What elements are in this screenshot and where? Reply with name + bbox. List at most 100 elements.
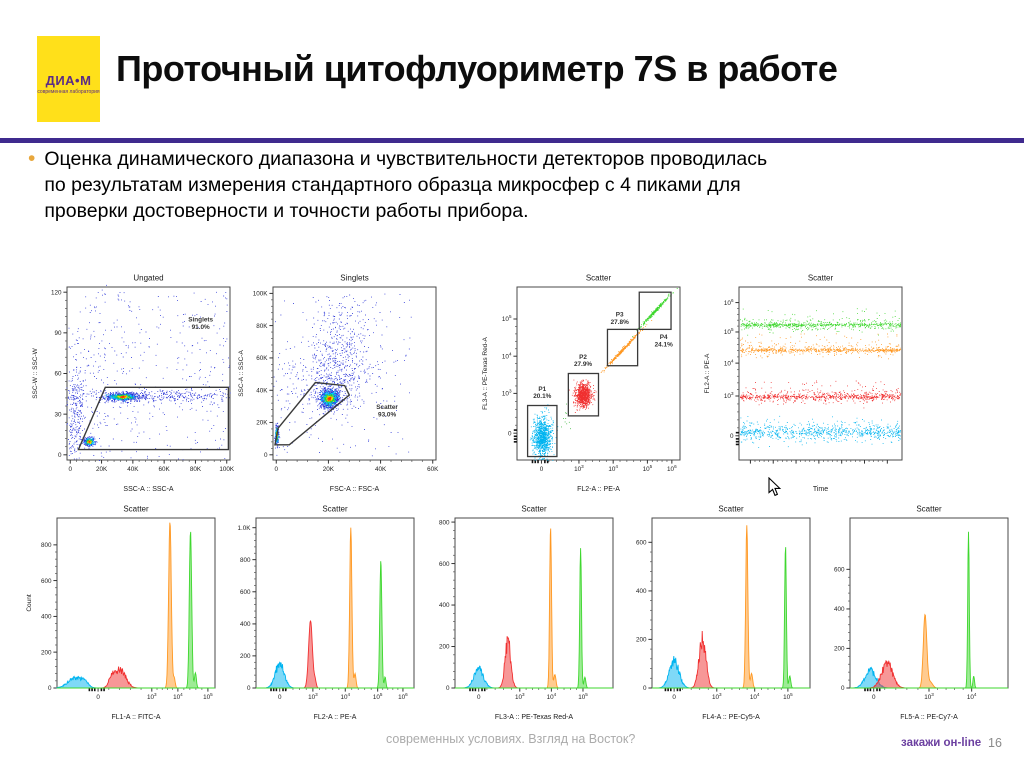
scatter-points [275,392,336,441]
scatter-points [273,293,412,457]
tick-label: 0 [58,452,62,459]
tick-label: 103 [724,391,734,400]
tick-label: 103 [502,389,512,398]
tick-label: 600 [41,578,52,585]
plot-title: Scatter [322,505,348,514]
scatter-points [569,379,597,413]
tick-label: 103 [308,692,318,701]
tick-label: 0 [264,452,268,459]
tick-label: 0 [672,694,676,701]
tick-label: 200 [636,637,647,644]
tick-label: 200 [240,653,251,660]
scatter-points [740,415,901,448]
histogram-curve [256,561,414,689]
plot-ungated: Ungated 0 20K 40K 60K 80K 100K 0 30 60 90 120 SSC-A … [30,270,236,496]
scatter-points [88,395,126,443]
tick-label: 40K [127,466,139,473]
tick-label: 80K [256,323,268,330]
tick-label: 104 [724,358,734,367]
tick-label: 105 [373,692,383,701]
plot-svg-singlets: Singlets 0 20K 40K 60K 0 20K 40K 60K 80K 100K FSC-A… [238,274,439,494]
histogram-curve [455,548,613,689]
tick-label: 104 [967,692,977,701]
tick-label: 0 [872,694,876,701]
plot-hist-fl4: Scatter 0 103 104 105 0 200 400 600 FL4-A :: PE-C… [619,501,816,724]
tick-label: 200 [439,644,450,651]
bullet-text: Оценка динамического диапазона и чувстви… [44,146,767,224]
tick-label: 0 [508,430,512,437]
axis-box [738,286,903,461]
tick-label: 104 [547,692,557,701]
tick-label: 105 [578,692,588,701]
plot-hist-fl1: Scatter 0 103 104 105 0 200 400 600 800 FL1-A :: F… [24,501,221,724]
tick-label: 106 [667,464,677,473]
scatter-points [527,404,559,461]
tick-label: 0 [96,694,100,701]
tick-label: 103 [515,692,525,701]
tick-label: 20K [323,466,335,473]
page-title: Проточный цитофлуориметр 7S в работе [116,48,838,89]
tick-label: 600 [240,589,251,596]
bullet-item: • Оценка динамического диапазона и чувст… [28,146,767,224]
tick-label: 105 [783,692,793,701]
gate-P4 [638,291,672,331]
tick-label: 105 [724,327,734,336]
page-number: 16 [988,736,1002,747]
tick-label: 104 [750,692,760,701]
scatter-points [66,284,231,461]
histogram-curve [57,531,215,689]
tick-label: 0 [278,694,282,701]
y-axis-label: SSC-W :: SSC-W [32,347,39,398]
gate-Singlets [77,386,230,451]
tick-label: 400 [439,602,450,609]
tick-label: 0 [247,685,251,692]
tick-label: 104 [173,692,183,701]
logo-brand-text: ДИА•М [45,73,92,88]
tick-label: 600 [636,540,647,547]
tick-label: 104 [502,351,512,360]
histogram-curve [455,665,613,689]
scatter-points [600,320,653,373]
tick-label: 120 [51,289,62,296]
tick-label: 40K [256,387,268,394]
tick-label: 105 [203,692,213,701]
axis-box [272,286,437,461]
logo-tagline: современная лаборатория [37,89,100,95]
x-axis-label: FL1-A :: FITC-A [111,714,160,721]
x-axis-label: SSC-A :: SSC-A [123,486,174,493]
gate-P2 [567,372,600,417]
tick-label: 106 [398,692,408,701]
footer-order-text: закажи он-line [901,737,982,746]
tick-label: 105 [643,464,653,473]
plot-title: Singlets [340,274,368,283]
tick-label: 106 [724,298,734,307]
gate-label: P4 24.1% [655,334,673,348]
tick-label: 30 [54,411,62,418]
tick-label: 60 [54,371,62,378]
scatter-points [561,403,571,430]
tick-label: 400 [41,614,52,621]
y-axis-label: FL2-A :: PE-A [704,353,711,393]
tick-label: 80K [190,466,202,473]
x-axis-label: FL5-A :: PE-Cy7-A [900,714,958,721]
axis-box [454,517,614,689]
tick-label: 103 [147,692,157,701]
diaem-logo: ДИА•М современная лаборатория [37,36,100,122]
title-divider [0,138,1024,143]
tick-label: 0 [69,466,73,473]
plot-bead-gates: Scatter 0 103 104 105 106 0 103 104 105 FL2-A :: P… [480,270,686,496]
tick-label: 800 [41,542,52,549]
plot-title: Scatter [521,505,547,514]
tick-label: 60K [256,355,268,362]
x-axis-label: FSC-A :: FSC-A [330,486,380,493]
plot-title: Scatter [808,274,834,283]
tick-label: 400 [834,606,845,613]
plot-hist-fl3: Scatter 0 103 104 105 0 200 400 600 800 FL3-A :: P… [422,501,619,724]
scatter-points [632,288,678,337]
footer-text: современных условиях. Взгляд на Восток? [386,732,636,746]
tick-label: 104 [608,464,618,473]
tick-label: 104 [340,692,350,701]
